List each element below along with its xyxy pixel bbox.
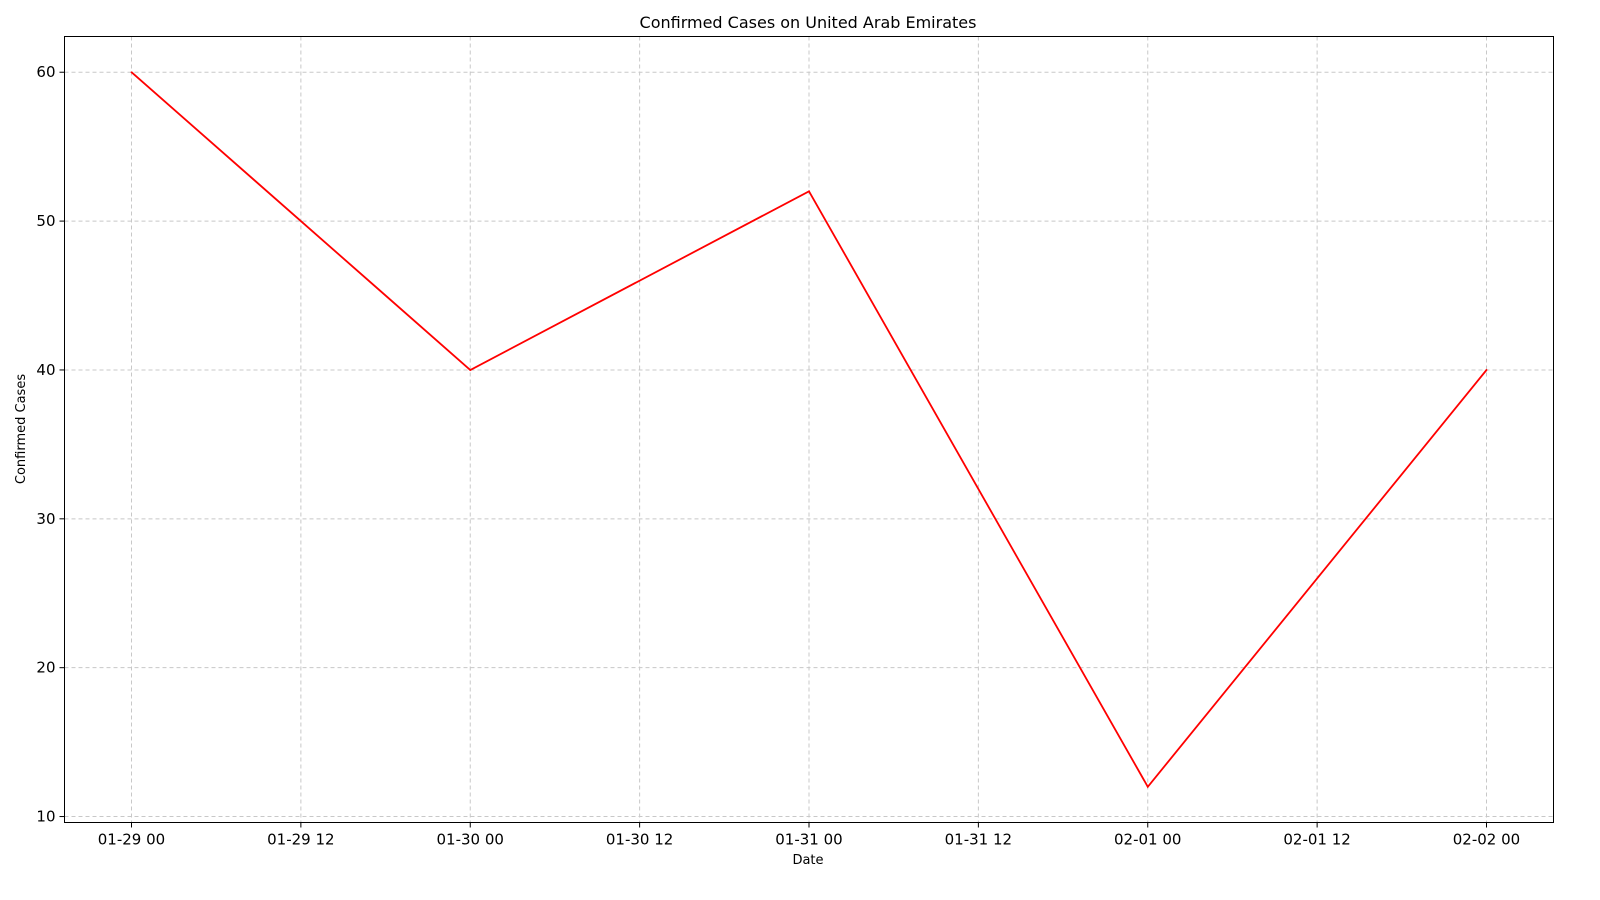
y-tick-label: 20 [36,659,55,677]
data-point [469,369,472,371]
x-tick-label: 02-01 12 [1283,831,1350,849]
y-axis-label: Confirmed Cases [14,374,29,484]
x-tick-label: 01-29 00 [98,831,165,849]
data-point [1485,369,1488,371]
data-point [1146,785,1149,788]
x-tick-label: 01-31 00 [775,831,842,849]
data-point [808,190,810,193]
y-tick-label: 60 [36,63,55,81]
y-tick-label: 40 [36,361,55,379]
data-point [130,71,133,74]
y-tick-label: 10 [36,808,55,826]
x-tick-label: 01-31 12 [945,831,1012,849]
grid [64,36,1554,823]
y-tick-label: 30 [36,510,55,528]
x-tick-label: 02-01 00 [1114,831,1181,849]
x-tick-label: 01-30 00 [437,831,504,849]
x-tick-label: 01-29 12 [267,831,334,849]
x-axis-ticks: 01-29 00 01-29 12 01-30 00 01-30 12 01-31 00… [98,822,1520,849]
plot-frame [64,36,1554,823]
chart-title: Confirmed Cases on United Arab Emirates [640,13,977,32]
y-axis-ticks: 10 20 30 40 50 60 [36,63,65,826]
x-axis-label: Date [792,853,823,868]
x-tick-label: 02-02 00 [1453,831,1520,849]
y-tick-label: 50 [36,212,55,230]
x-tick-label: 01-30 12 [606,831,673,849]
series-layer [130,71,1488,789]
